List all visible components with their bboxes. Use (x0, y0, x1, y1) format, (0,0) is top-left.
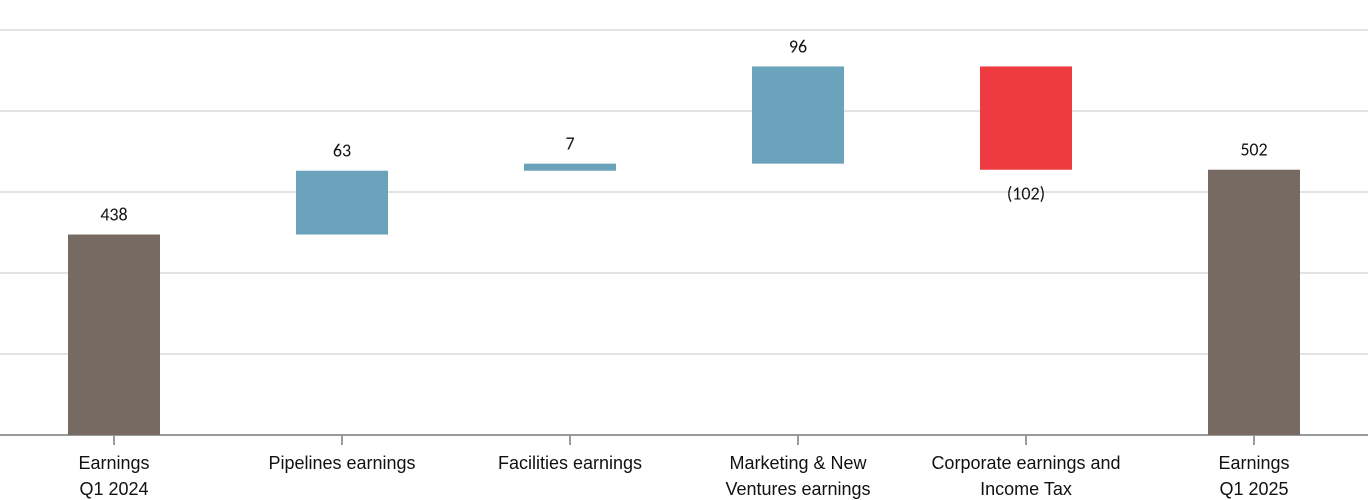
x-tick-label: Earnings Q1 2024 (78, 453, 150, 499)
bar (752, 66, 844, 164)
value-label: 438 (100, 204, 127, 226)
bar (296, 170, 388, 235)
value-label: 7 (565, 133, 574, 155)
bar (1208, 169, 1300, 435)
x-tick-label: Earnings Q1 2025 (1218, 453, 1290, 499)
x-tick-label: Pipelines earnings (268, 453, 416, 473)
bar (524, 163, 616, 171)
x-tick-label: Corporate earnings and Income Tax (931, 453, 1121, 499)
value-label: 502 (1240, 139, 1267, 161)
x-tick-label: Facilities earnings (497, 453, 643, 473)
bar (68, 234, 160, 435)
x-tick-label: Marketing & New Ventures earnings (725, 453, 871, 499)
value-label: (102) (1007, 183, 1045, 205)
bar (980, 66, 1072, 170)
value-label: 96 (789, 35, 807, 57)
value-label: 63 (333, 140, 351, 162)
